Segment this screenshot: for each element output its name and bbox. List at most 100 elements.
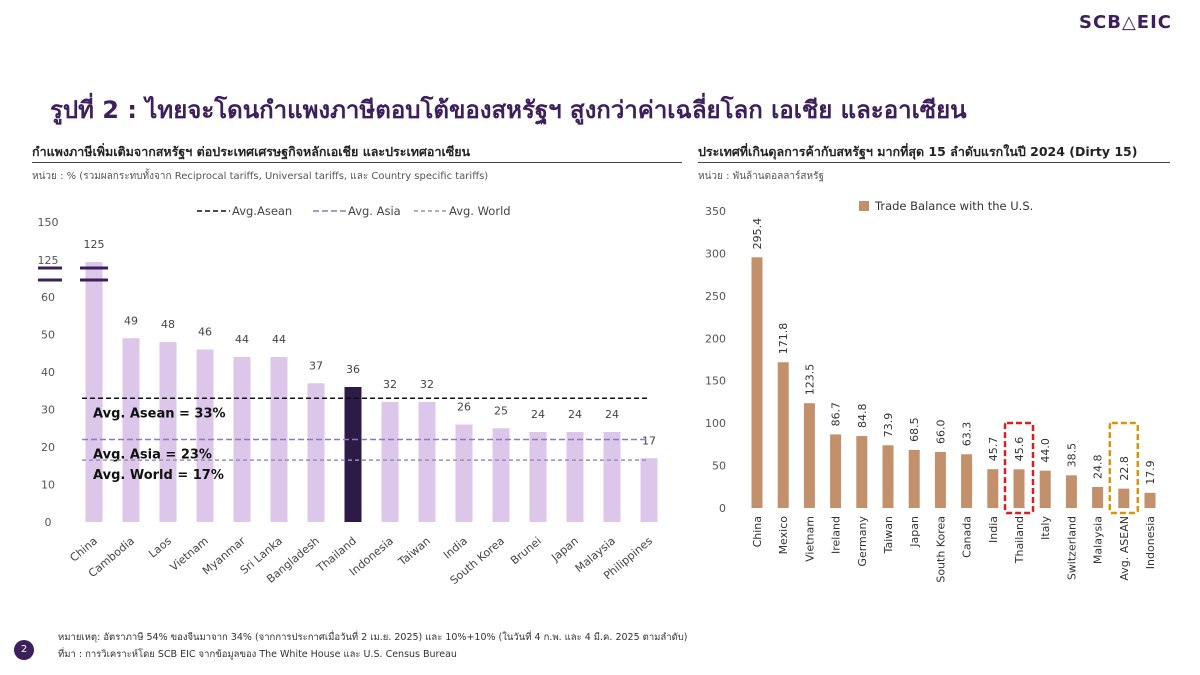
- y-tick-label: 150: [705, 375, 726, 388]
- bar-mexico: [777, 362, 789, 508]
- trade-balance-bar-chart: 0 50 100 150 200 250 300 350 Trade Balance with …: [705, 199, 1157, 583]
- tariff-bar-chart: 0102030405060125150125China49Cambodia48L…: [38, 204, 658, 587]
- bar-avg-asean: [1118, 488, 1130, 508]
- bar-value-label: 22.8: [1118, 456, 1131, 481]
- bar-value-label: 24: [568, 408, 582, 421]
- avg-asean-highlight-box: [1108, 421, 1140, 515]
- x-tick-label: Mexico: [777, 516, 790, 555]
- bar-value-label: 125: [84, 238, 105, 251]
- y-tick-label: 0: [45, 516, 52, 529]
- right-chart-title: ประเทศที่เกินดุลการค้ากับสหรัฐฯ มากที่สุ…: [698, 144, 1138, 159]
- right-chart-unit: หน่วย : พันล้านดอลลาร์สหรัฐ: [698, 171, 824, 182]
- bar-switzerland: [1065, 475, 1077, 508]
- x-tick-label: China: [751, 516, 764, 547]
- y-tick-label: 100: [705, 417, 726, 430]
- y-tick-label: 60: [41, 291, 55, 304]
- left-chart-unit: หน่วย : % (รวมผลกระทบทั้งจาก Reciprocal …: [32, 171, 489, 182]
- bar-value-label: 24: [605, 408, 619, 421]
- bar-value-label: 45.7: [987, 437, 1000, 462]
- y-tick-label: 50: [712, 460, 726, 473]
- bar-value-label: 84.8: [856, 404, 869, 429]
- bar-bangladesh: [307, 383, 325, 522]
- x-tick-label: South Korea: [934, 516, 947, 583]
- bar-value-label: 123.5: [803, 364, 816, 395]
- x-tick-label: Thailand: [1013, 516, 1026, 564]
- left-chart-title: กำแพงภาษีเพิ่มเติมจากสหรัฐฯ ต่อประเทศเศร…: [32, 144, 471, 159]
- bar-malaysia: [1092, 486, 1104, 508]
- legend-swatch: [859, 201, 869, 211]
- bar-thailand: [1013, 469, 1025, 508]
- bar-vietnam: [196, 349, 214, 522]
- reference-label-0: Avg. Asean = 33%: [93, 406, 226, 421]
- bar-value-label: 68.5: [908, 417, 921, 442]
- x-tick-label: India: [987, 516, 1000, 543]
- y-tick-label: 350: [705, 205, 726, 218]
- source-note: ที่มา : การวิเคราะห์โดย SCB EIC จากข้อมู…: [58, 649, 457, 660]
- y-tick-label: 200: [705, 332, 726, 345]
- bar-value-label: 49: [124, 314, 138, 327]
- legend-label-0: Avg.Asean: [232, 204, 292, 218]
- bar-philippines: [640, 458, 658, 522]
- y-tick-label: 10: [41, 479, 55, 492]
- scb-eic-logo: SCB△EIC: [1079, 12, 1172, 33]
- bar-vietnam: [803, 403, 815, 508]
- x-tick-label: Italy: [1039, 516, 1052, 540]
- bar-value-label: 48: [161, 318, 175, 331]
- y-tick-label: 125: [38, 254, 59, 267]
- bar-brunei: [529, 432, 547, 522]
- reference-label-1: Avg. Asia = 23%: [93, 448, 212, 463]
- y-tick-label: 40: [41, 366, 55, 379]
- bar-japan: [566, 432, 584, 522]
- x-tick-label: Canada: [961, 516, 974, 558]
- bar-value-label: 24: [531, 408, 545, 421]
- remark-note: หมายเหตุ: อัตราภาษี 54% ของจีนมาจาก 34% …: [58, 632, 688, 643]
- x-tick-label: Japan: [908, 516, 921, 548]
- thailand-highlight-box: [1003, 421, 1035, 515]
- bar-japan: [908, 449, 920, 508]
- y-tick-label: 300: [705, 247, 726, 260]
- bar-laos: [159, 342, 177, 522]
- bar-italy: [1039, 470, 1051, 508]
- bar-value-label: 44.0: [1039, 438, 1052, 463]
- bar-value-label: 66.0: [934, 419, 947, 444]
- legend-label-2: Avg. World: [449, 204, 511, 218]
- bar-value-label: 86.7: [830, 402, 843, 427]
- bar-indonesia: [1144, 492, 1156, 508]
- x-tick-label: Japan: [548, 534, 581, 564]
- y-tick-label: 150: [38, 216, 59, 229]
- bar-taiwan: [418, 402, 436, 522]
- bar-south-korea: [492, 428, 510, 522]
- x-tick-label: Germany: [856, 516, 869, 567]
- x-tick-label: China: [68, 534, 100, 564]
- x-tick-label: Ireland: [830, 516, 843, 554]
- bar-value-label: 25: [494, 404, 508, 417]
- legend-label-1: Avg. Asia: [348, 204, 401, 218]
- x-tick-label: Malaysia: [1092, 516, 1105, 564]
- y-tick-label: 20: [41, 441, 55, 454]
- y-tick-label: 50: [41, 329, 55, 342]
- x-tick-label: Brunei: [508, 534, 544, 567]
- bar-india: [987, 469, 999, 508]
- bar-value-label: 37: [309, 359, 323, 372]
- left-title-rule: [32, 162, 682, 163]
- y-tick-label: 30: [41, 404, 55, 417]
- bar-value-label: 17.9: [1144, 460, 1157, 485]
- y-tick-label: 0: [719, 502, 726, 515]
- bar-value-label: 44: [272, 333, 286, 346]
- x-tick-label: Laos: [146, 534, 174, 560]
- bar-malaysia: [603, 432, 621, 522]
- bar-value-label: 36: [346, 363, 360, 376]
- reference-label-2: Avg. World = 17%: [93, 468, 224, 483]
- bar-china: [85, 262, 103, 522]
- bar-value-label: 24.8: [1092, 454, 1105, 479]
- bar-cambodia: [122, 338, 140, 522]
- bar-value-label: 32: [420, 378, 434, 391]
- x-tick-label: India: [441, 534, 470, 561]
- bar-value-label: 17: [642, 434, 656, 447]
- legend-label: Trade Balance with the U.S.: [874, 199, 1033, 213]
- x-tick-label: Taiwan: [882, 516, 895, 554]
- y-tick-label: 250: [705, 290, 726, 303]
- bar-canada: [961, 454, 973, 508]
- bar-india: [455, 424, 473, 522]
- bar-value-label: 46: [198, 326, 212, 339]
